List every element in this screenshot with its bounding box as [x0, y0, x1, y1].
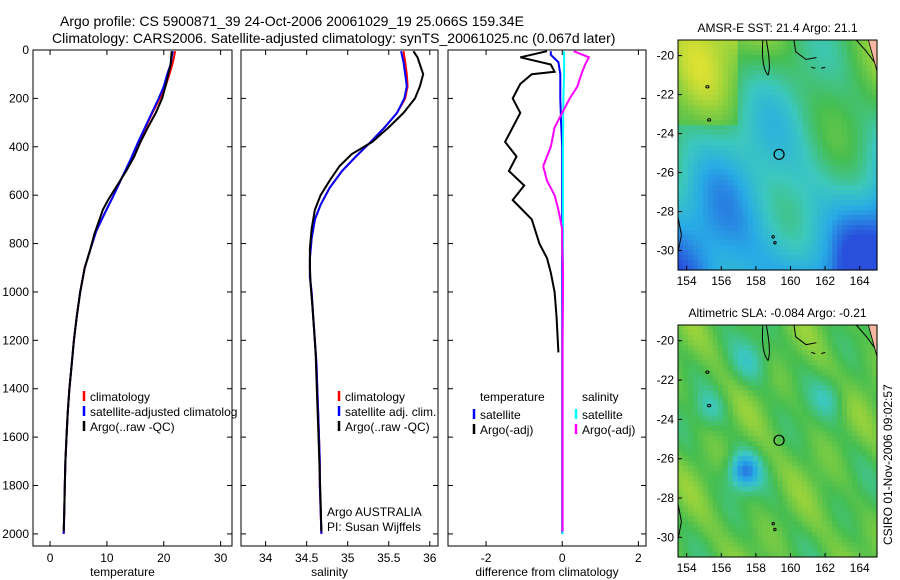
map-y-tick-label: -30: [657, 530, 675, 544]
x-tick-label: -2: [481, 551, 492, 565]
map-x-tick-label: 160: [780, 274, 800, 288]
map-y-tick-label: -20: [657, 334, 675, 348]
x-tick-label: 10: [100, 551, 114, 565]
map-y-tick-label: -26: [657, 452, 675, 466]
map-x-tick-label: 156: [711, 561, 731, 575]
legend-label: satellite-adjusted climatolog: [90, 405, 237, 419]
map-x-tick-label: 164: [850, 561, 870, 575]
series-line-temperature-satellite: [549, 51, 564, 534]
map-frame: [677, 324, 878, 558]
y-tick-label: 0: [22, 43, 29, 57]
legend-label: Argo(..raw -QC): [345, 420, 430, 434]
legend-label: climatology: [345, 390, 405, 404]
map-x-tick-label: 154: [677, 274, 697, 288]
float-position-marker: [773, 434, 785, 446]
x-tick-label: 34.5: [295, 551, 319, 565]
legend-label: satellite: [582, 408, 623, 422]
coastline-outline: [677, 324, 876, 540]
coastline-outline: [677, 39, 876, 253]
x-tick-label: 36: [423, 551, 437, 565]
x-tick-label: 35.5: [377, 551, 401, 565]
series-line-temperature-argo-adj-: [503, 50, 560, 353]
plot-frame: [240, 49, 439, 547]
map-y-tick-label: -24: [657, 127, 675, 141]
legend-label: Argo(-adj): [480, 423, 533, 437]
y-tick-label: 200: [9, 91, 29, 105]
x-tick-label: 0: [47, 551, 54, 565]
series-line-salinity-argo-adj-: [542, 50, 591, 532]
x-tick-label: 34: [259, 551, 273, 565]
y-tick-label: 1800: [2, 479, 29, 493]
map-heatmap-cells: [678, 40, 878, 271]
y-tick-label: 1000: [2, 285, 29, 299]
figure-title-line1: Argo profile: CS 5900871_39 24-Oct-2006 …: [60, 13, 524, 29]
map-y-tick-label: -30: [657, 244, 675, 258]
figure-title-line2: Climatology: CARS2006. Satellite-adjuste…: [52, 30, 615, 46]
float-pi-label: PI: Susan Wijffels: [327, 520, 421, 534]
map-y-tick-label: -24: [657, 412, 675, 426]
map-y-tick-label: -22: [657, 88, 675, 102]
series-line-argo-raw-qc-: [308, 50, 425, 532]
map-x-tick-label: 158: [746, 274, 766, 288]
map-heatmap-cells: [678, 325, 878, 558]
map-x-tick-label: 154: [677, 561, 697, 575]
panel-sst_map: AMSR-E SST: 21.4 Argo: 21.1 154 156 158 160 1…: [657, 21, 878, 288]
x-tick-label: 0: [559, 551, 566, 565]
legend-heading: salinity: [582, 390, 619, 404]
map-y-tick-label: -28: [657, 205, 675, 219]
y-tick-label: 400: [9, 140, 29, 154]
map-x-tick-label: 162: [815, 274, 835, 288]
x-tick-label: 2: [635, 551, 642, 565]
map-y-tick-label: -28: [657, 491, 675, 505]
y-tick-label: 1200: [2, 333, 29, 347]
map-frame: [677, 39, 878, 271]
panel-temperature: 0 10 20 30 0 200 400 600 800 1000 1200 1400 1600 1800…: [2, 43, 237, 579]
y-tick-label: 1400: [2, 382, 29, 396]
map-title: AMSR-E SST: 21.4 Argo: 21.1: [697, 21, 857, 35]
map-title: Altimetric SLA: -0.084 Argo: -0.21: [688, 306, 866, 320]
map-y-tick-label: -20: [657, 49, 675, 63]
legend-label: satellite adj. clim.: [345, 405, 436, 419]
panel-sla_map: Altimetric SLA: -0.084 Argo: -0.21 154 156…: [657, 306, 878, 575]
y-tick-label: 800: [9, 237, 29, 251]
side-timestamp: CSIRO 01-Nov-2006 09:02:57: [881, 384, 895, 545]
legend-label: Argo(..raw -QC): [90, 420, 175, 434]
legend-label: satellite: [480, 408, 521, 422]
legend-label: Argo(-adj): [582, 423, 635, 437]
map-x-tick-label: 156: [711, 274, 731, 288]
map-x-tick-label: 160: [780, 561, 800, 575]
map-y-tick-label: -22: [657, 373, 675, 387]
legend-heading: temperature: [480, 390, 545, 404]
x-tick-label: 30: [214, 551, 228, 565]
map-x-tick-label: 162: [815, 561, 835, 575]
x-axis-label: salinity: [311, 565, 348, 579]
map-x-tick-label: 164: [850, 274, 870, 288]
float-position-marker: [773, 148, 785, 160]
series-line-argo-raw-qc-: [62, 51, 173, 532]
y-tick-label: 600: [9, 188, 29, 202]
y-tick-label: 2000: [2, 527, 29, 541]
panel-difference: -2 0 2 difference from climatology temperatu…: [447, 49, 647, 579]
plot-frame: [32, 49, 233, 547]
map-x-tick-label: 158: [746, 561, 766, 575]
map-y-tick-label: -26: [657, 166, 675, 180]
x-tick-label: 35: [341, 551, 355, 565]
x-axis-label: difference from climatology: [475, 565, 618, 579]
plot-frame: [447, 49, 647, 547]
y-tick-label: 1600: [2, 430, 29, 444]
x-tick-label: 20: [157, 551, 171, 565]
x-axis-label: temperature: [90, 565, 155, 579]
panel-salinity: 34 34.5 35 35.5 36 salinity climatologysatelli…: [240, 49, 439, 579]
float-program-label: Argo AUSTRALIA: [327, 505, 422, 519]
legend-label: climatology: [90, 390, 150, 404]
